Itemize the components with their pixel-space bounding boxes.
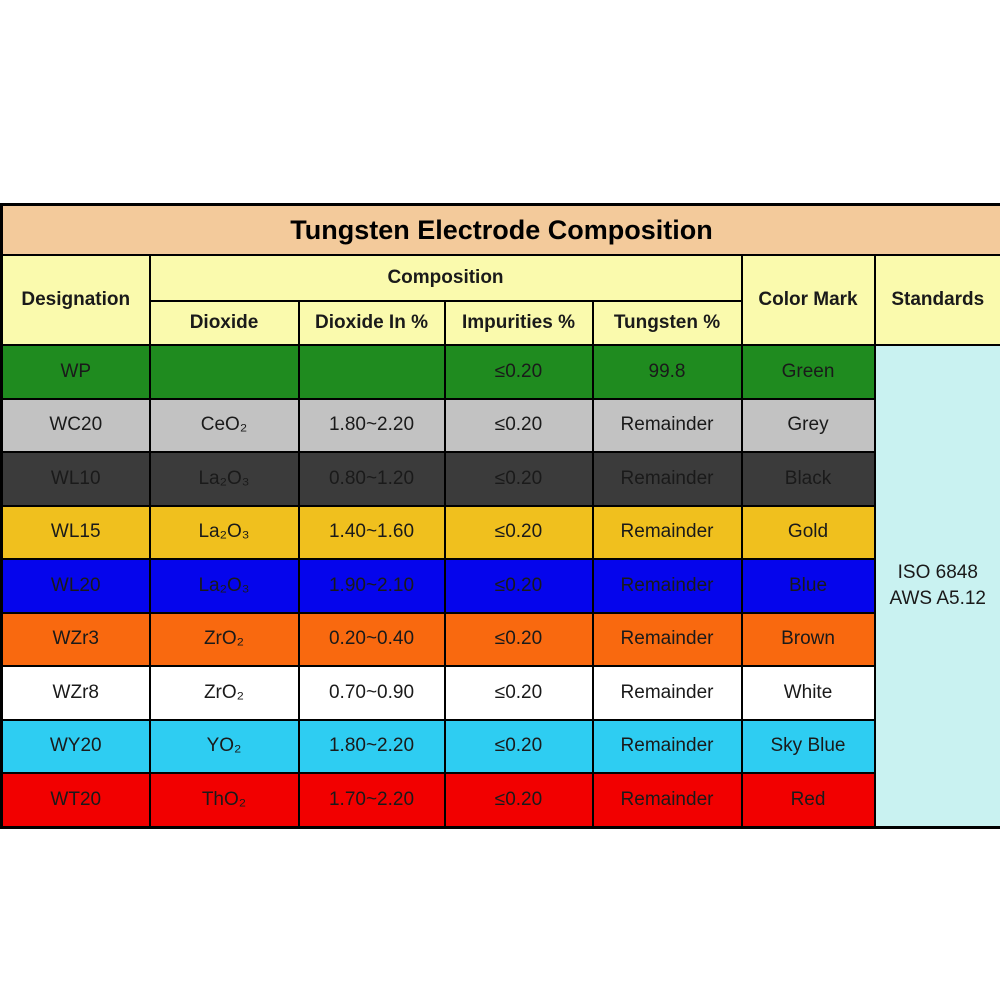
table-row: WZr3 ZrO₂ 0.20~0.40 ≤0.20 Remainder Brow… xyxy=(0,611,1000,667)
header-row-1: Designation Composition Color Mark Stand… xyxy=(0,254,1000,346)
cell-dioxide-in: 1.90~2.10 xyxy=(297,558,446,614)
col-header-dioxide: Dioxide xyxy=(148,300,300,346)
table-row: WC20 CeO₂ 1.80~2.20 ≤0.20 Remainder Grey xyxy=(0,397,1000,453)
cell-impurities: ≤0.20 xyxy=(443,772,594,828)
table-row: WT20 ThO₂ 1.70~2.20 ≤0.20 Remainder Red xyxy=(0,772,1000,828)
cell-tungsten: Remainder xyxy=(591,504,743,560)
cell-color-mark: Black xyxy=(740,451,876,507)
cell-dioxide: CeO₂ xyxy=(148,397,300,453)
cell-designation: WP xyxy=(0,344,151,400)
standards-cell: ISO 6848 AWS A5.12 xyxy=(873,344,1000,828)
cell-color-mark: Grey xyxy=(740,397,876,453)
col-header-designation: Designation xyxy=(0,254,151,346)
cell-dioxide: ThO₂ xyxy=(148,772,300,828)
tungsten-composition-table-wrap: Tungsten Electrode Composition Designati… xyxy=(0,203,1000,829)
table-row: WL20 La₂O₃ 1.90~2.10 ≤0.20 Remainder Blu… xyxy=(0,558,1000,614)
cell-dioxide-in: 1.80~2.20 xyxy=(297,397,446,453)
cell-designation: WZr8 xyxy=(0,665,151,721)
table-row: WL15 La₂O₃ 1.40~1.60 ≤0.20 Remainder Gol… xyxy=(0,504,1000,560)
cell-designation: WL10 xyxy=(0,451,151,507)
cell-designation: WC20 xyxy=(0,397,151,453)
col-header-impurities: Impurities % xyxy=(443,300,594,346)
cell-dioxide: ZrO₂ xyxy=(148,611,300,667)
cell-color-mark: Red xyxy=(740,772,876,828)
cell-designation: WL20 xyxy=(0,558,151,614)
cell-dioxide-in xyxy=(297,344,446,400)
cell-color-mark: Sky Blue xyxy=(740,718,876,774)
standards-line-2: AWS A5.12 xyxy=(889,587,986,609)
cell-tungsten: Remainder xyxy=(591,558,743,614)
cell-dioxide: ZrO₂ xyxy=(148,665,300,721)
cell-dioxide-in: 0.70~0.90 xyxy=(297,665,446,721)
cell-color-mark: Gold xyxy=(740,504,876,560)
standards-line-1: ISO 6848 xyxy=(897,562,978,584)
cell-tungsten: Remainder xyxy=(591,451,743,507)
cell-dioxide: La₂O₃ xyxy=(148,558,300,614)
cell-impurities: ≤0.20 xyxy=(443,344,594,400)
cell-impurities: ≤0.20 xyxy=(443,397,594,453)
cell-impurities: ≤0.20 xyxy=(443,611,594,667)
cell-dioxide-in: 0.80~1.20 xyxy=(297,451,446,507)
cell-dioxide-in: 0.20~0.40 xyxy=(297,611,446,667)
cell-designation: WT20 xyxy=(0,772,151,828)
col-header-dioxide-in: Dioxide In % xyxy=(297,300,446,346)
cell-color-mark: Green xyxy=(740,344,876,400)
cell-tungsten: Remainder xyxy=(591,611,743,667)
cell-dioxide-in: 1.70~2.20 xyxy=(297,772,446,828)
cell-impurities: ≤0.20 xyxy=(443,451,594,507)
cell-color-mark: White xyxy=(740,665,876,721)
cell-tungsten: Remainder xyxy=(591,665,743,721)
cell-tungsten: Remainder xyxy=(591,397,743,453)
cell-impurities: ≤0.20 xyxy=(443,504,594,560)
col-header-standards: Standards xyxy=(873,254,1000,346)
col-header-color-mark: Color Mark xyxy=(740,254,876,346)
cell-dioxide-in: 1.80~2.20 xyxy=(297,718,446,774)
table-row: WP ≤0.20 99.8 Green ISO 6848 AWS A5.12 xyxy=(0,344,1000,828)
table-title: Tungsten Electrode Composition xyxy=(0,203,1000,256)
cell-color-mark: Blue xyxy=(740,558,876,614)
cell-designation: WZr3 xyxy=(0,611,151,667)
table-row: WZr8 ZrO₂ 0.70~0.90 ≤0.20 Remainder Whit… xyxy=(0,665,1000,721)
col-header-composition: Composition xyxy=(148,254,743,302)
tungsten-composition-table: Tungsten Electrode Composition Designati… xyxy=(0,203,1000,829)
cell-tungsten: Remainder xyxy=(591,772,743,828)
cell-tungsten: 99.8 xyxy=(591,344,743,400)
table-row: WL10 La₂O₃ 0.80~1.20 ≤0.20 Remainder Bla… xyxy=(0,451,1000,507)
cell-color-mark: Brown xyxy=(740,611,876,667)
cell-tungsten: Remainder xyxy=(591,718,743,774)
cell-impurities: ≤0.20 xyxy=(443,718,594,774)
cell-impurities: ≤0.20 xyxy=(443,665,594,721)
cell-dioxide-in: 1.40~1.60 xyxy=(297,504,446,560)
cell-designation: WL15 xyxy=(0,504,151,560)
cell-designation: WY20 xyxy=(0,718,151,774)
cell-dioxide xyxy=(148,344,300,400)
cell-dioxide: La₂O₃ xyxy=(148,451,300,507)
table-title-row: Tungsten Electrode Composition xyxy=(0,203,1000,256)
table-row: WY20 YO₂ 1.80~2.20 ≤0.20 Remainder Sky B… xyxy=(0,718,1000,774)
cell-dioxide: La₂O₃ xyxy=(148,504,300,560)
cell-dioxide: YO₂ xyxy=(148,718,300,774)
col-header-tungsten: Tungsten % xyxy=(591,300,743,346)
cell-impurities: ≤0.20 xyxy=(443,558,594,614)
